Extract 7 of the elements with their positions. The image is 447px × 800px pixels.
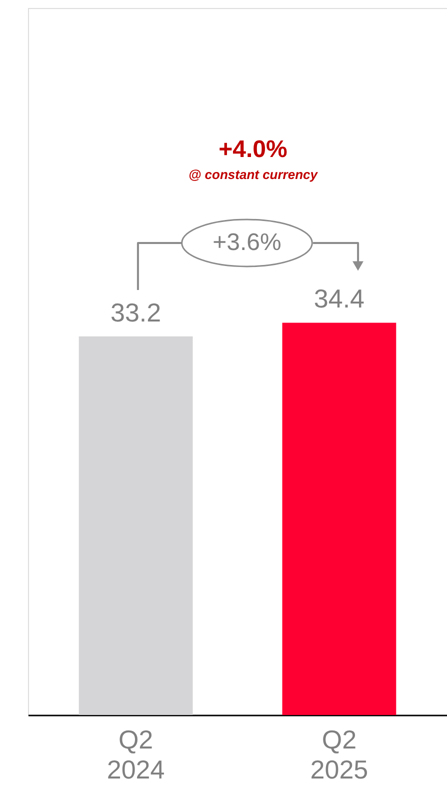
data-label: 33.2 — [110, 297, 162, 328]
annotation: @ constant currency — [188, 167, 318, 182]
x-tick-label: Q2 2024 — [106, 724, 165, 784]
annotation: +4.0% — [218, 136, 288, 163]
x-tick-label: Q2 2025 — [310, 724, 368, 784]
data-label: 34.4 — [314, 284, 365, 314]
annotation: +3.6% — [212, 229, 282, 256]
